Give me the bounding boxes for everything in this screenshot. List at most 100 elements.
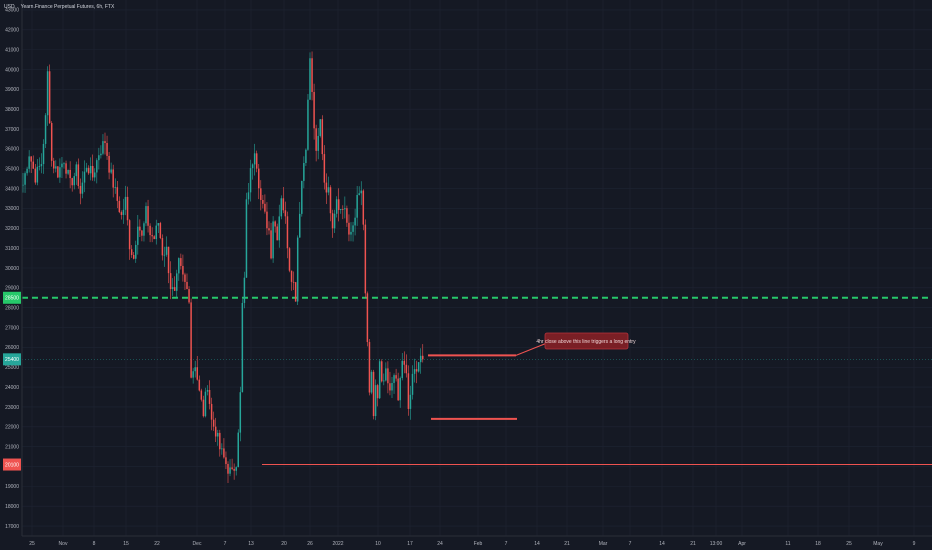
candle-body xyxy=(42,143,45,165)
candle-body xyxy=(118,200,121,213)
price-tick-label: 43000 xyxy=(5,8,19,14)
time-tick-label: 22 xyxy=(154,541,160,547)
candle-body xyxy=(348,222,350,235)
candle-body xyxy=(171,287,174,290)
price-tick-label: 29000 xyxy=(5,286,19,292)
candle-body xyxy=(186,281,188,290)
candle-body xyxy=(182,265,184,275)
candle-body xyxy=(161,238,164,256)
candle-body xyxy=(282,198,285,211)
candle-body xyxy=(403,360,406,365)
time-tick-label: 21 xyxy=(564,541,570,547)
candle-body xyxy=(307,99,309,150)
candle-body xyxy=(362,190,365,225)
candle-body xyxy=(354,217,356,226)
horizontal-levels xyxy=(22,296,932,466)
time-tick-label: 7 xyxy=(224,541,227,547)
symbol-title[interactable]: Yearn.Finance Perpetual Futures, 6h, FTX xyxy=(20,4,115,10)
candle-body xyxy=(65,163,67,174)
time-tick-label: 20 xyxy=(281,541,287,547)
price-tick-label: 19000 xyxy=(5,484,19,490)
time-tick-label: Mar xyxy=(599,541,608,547)
candle-body xyxy=(251,164,254,169)
candle-body xyxy=(38,166,41,167)
candle-body xyxy=(176,273,178,291)
candle-body xyxy=(169,273,172,290)
drawings[interactable]: 4hr close above this line triggers a lon… xyxy=(428,332,636,420)
candle-body xyxy=(378,361,381,399)
candle-body xyxy=(262,199,264,204)
time-tick-label: 7 xyxy=(505,541,508,547)
price-tick-label: 36000 xyxy=(5,147,19,153)
candle-body xyxy=(360,190,362,194)
candle-body xyxy=(340,209,342,211)
candle-body xyxy=(239,392,242,433)
price-tick-label: 30000 xyxy=(5,266,19,272)
candle-body xyxy=(391,382,393,391)
candle-body xyxy=(135,244,137,259)
current-price-badge xyxy=(3,353,21,366)
candle-body xyxy=(358,193,360,195)
time-axis[interactable]: 25 Nov 8 15 22 Dec 7 13 20 26 2022 10 17 24 Feb 7 14 21 Ma… xyxy=(22,535,932,547)
candle-body xyxy=(415,369,418,372)
candle-body xyxy=(28,156,30,169)
candle-body xyxy=(40,164,43,167)
candle-body xyxy=(344,208,346,210)
candle-body xyxy=(290,270,293,282)
dashed-level-badge-label: 28500 xyxy=(5,296,19,302)
candle-body xyxy=(381,361,383,382)
candle-body xyxy=(323,154,326,183)
time-tick-label: 14 xyxy=(659,541,665,547)
price-tick-label: 22000 xyxy=(5,425,19,431)
price-tick-label: 41000 xyxy=(5,47,19,53)
candle-body xyxy=(366,293,369,343)
candle-body xyxy=(364,224,367,294)
candle-body xyxy=(79,185,82,194)
candle-body xyxy=(81,182,84,194)
price-axis-panel xyxy=(0,0,22,550)
currency-label: USD xyxy=(4,4,15,10)
candle-body xyxy=(94,172,96,178)
candle-body xyxy=(210,403,213,420)
candle-body xyxy=(337,199,340,211)
candle-body xyxy=(376,385,379,399)
candle-body xyxy=(204,391,207,417)
candle-body xyxy=(301,180,303,214)
time-tick-label: Dec xyxy=(193,541,202,547)
candle-body xyxy=(165,246,168,255)
candle-body xyxy=(335,199,338,214)
candle-body xyxy=(296,237,299,302)
time-tick-label: 25 xyxy=(846,541,852,547)
candle-body xyxy=(206,389,209,392)
time-tick-label: Nov xyxy=(59,541,68,547)
candle-body xyxy=(270,230,272,259)
candle-body xyxy=(237,432,239,468)
candle-body xyxy=(122,209,125,215)
candle-body xyxy=(73,176,75,186)
candle-body xyxy=(96,160,98,173)
price-tick-label: 24000 xyxy=(5,385,19,391)
candle-body xyxy=(75,164,78,177)
time-tick-label: 25 xyxy=(29,541,35,547)
candle-body xyxy=(143,223,145,236)
candle-body xyxy=(233,468,235,471)
candle-body xyxy=(346,208,348,223)
candle-body xyxy=(67,169,69,174)
candle-body xyxy=(325,182,328,193)
price-axis[interactable]: 1700018000190002000021000220002300024000… xyxy=(0,0,23,550)
candle-body xyxy=(370,371,373,393)
candle-body xyxy=(116,187,119,201)
candle-body xyxy=(55,166,57,169)
time-tick-label: 18 xyxy=(815,541,821,547)
candle-body xyxy=(409,394,412,409)
candle-body xyxy=(128,220,131,250)
price-tick-label: 33000 xyxy=(5,206,19,212)
candle-body xyxy=(61,163,63,168)
candle-body xyxy=(327,187,330,193)
candle-body xyxy=(173,287,176,291)
candle-body xyxy=(198,379,201,391)
price-badges: 28500 25400 20100 xyxy=(3,291,21,471)
candle-body xyxy=(34,168,37,183)
time-tick-label: 2022 xyxy=(332,541,343,547)
